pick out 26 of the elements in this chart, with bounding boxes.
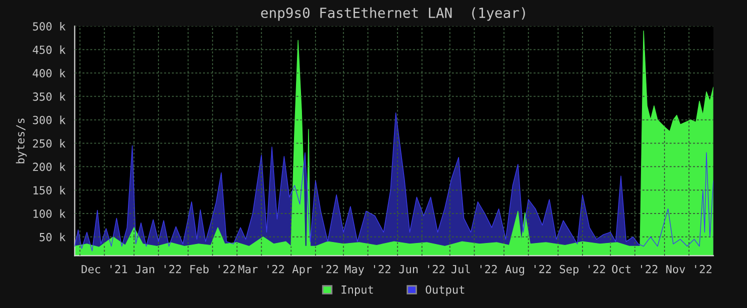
y-tick-label: 200 k	[33, 162, 66, 172]
y-tick-label: 350 k	[32, 92, 66, 101]
x-tick-label: Jun '22	[399, 264, 444, 274]
x-tick-label: Nov '22	[666, 264, 712, 274]
y-tick-label: 100 k	[34, 209, 66, 218]
y-tick-label: 500 k	[33, 22, 66, 31]
y-tick-label: 50 k	[40, 232, 66, 242]
x-tick-label: Oct '22	[612, 264, 658, 274]
y-tick-label: 250 k	[33, 139, 66, 148]
x-tick-label: Sep '22	[560, 264, 605, 276]
x-tick-label: Feb '22	[190, 264, 236, 274]
y-tick-label: 400 k	[32, 68, 66, 78]
chart-title: enp9s0 FastEthernet LAN (1year)	[261, 7, 525, 21]
y-tick-label: 150 k	[34, 186, 66, 194]
legend-label: Output	[426, 285, 464, 296]
y-tick-label: 450 k	[32, 45, 66, 54]
x-tick-label: Jul '22	[451, 264, 497, 274]
x-tick-label: May '22	[344, 264, 390, 276]
x-tick-label: Jan '22	[136, 264, 181, 274]
x-tick-label: Apr '22	[292, 264, 338, 276]
y-tick-label: 300 k	[32, 116, 66, 124]
x-tick-label: Mar '22	[238, 264, 284, 274]
x-tick-label: Aug '22	[505, 264, 551, 276]
y-axis-title: bytes/s	[16, 118, 27, 164]
x-tick-label: Dec '21	[82, 264, 128, 274]
legend-label: Input	[342, 286, 373, 296]
